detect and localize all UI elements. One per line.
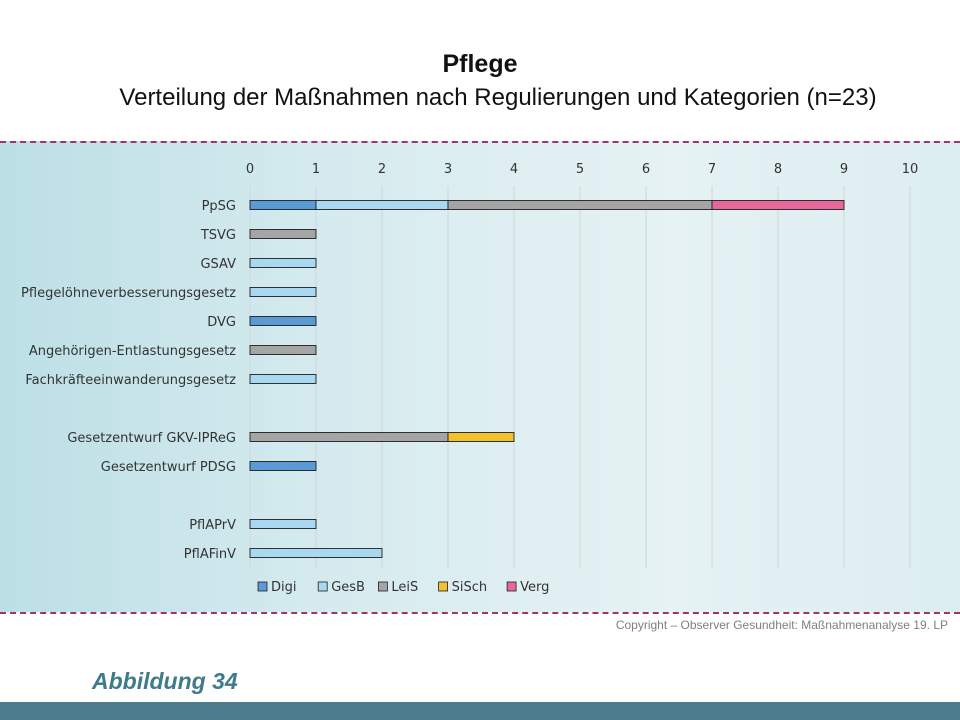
x-tick-label: 4 — [510, 162, 518, 177]
x-tick-label: 3 — [444, 162, 452, 177]
bar-segment-verg — [711, 200, 845, 210]
legend-label: GesB — [331, 580, 365, 595]
bar-segment-digi — [249, 316, 317, 326]
bar-segment-leis — [249, 432, 449, 442]
x-tick-label: 5 — [576, 162, 584, 177]
category-label: Fachkräfteeinwanderungsgesetz — [25, 373, 236, 388]
bar-segment-leis — [249, 345, 317, 355]
legend-swatch-leis — [377, 581, 388, 592]
figure-label: Abbildung 34 — [92, 668, 238, 694]
bar-segment-leis — [447, 200, 713, 210]
chart-title: Pflege — [442, 50, 518, 78]
category-label: TSVG — [200, 228, 236, 243]
footer-bar — [0, 702, 960, 720]
legend-swatch-verg — [506, 581, 517, 592]
category-label: Gesetzentwurf GKV-IPReG — [67, 431, 236, 446]
bar-segment-leis — [249, 229, 317, 239]
bar-segment-gesb — [249, 258, 317, 268]
bar-segment-gesb — [249, 374, 317, 384]
legend-label: SiSch — [452, 580, 488, 595]
bar-segment-gesb — [249, 548, 383, 558]
legend-swatch-digi — [257, 581, 268, 592]
x-tick-label: 0 — [246, 162, 254, 177]
category-label: Gesetzentwurf PDSG — [101, 460, 236, 475]
x-tick-label: 7 — [708, 162, 716, 177]
category-label: PpSG — [202, 199, 236, 214]
category-label: Pflegelöhneverbesserungsgesetz — [21, 286, 236, 301]
category-label: PflAFinV — [184, 547, 236, 562]
x-tick-label: 8 — [774, 162, 782, 177]
bar-segment-gesb — [315, 200, 449, 210]
copyright-note: Copyright – Observer Gesundheit: Maßnahm… — [615, 618, 948, 632]
category-label: PflAPrV — [189, 518, 236, 533]
bar-segment-gesb — [249, 287, 317, 297]
category-label: GSAV — [200, 257, 236, 272]
bar-segment-gesb — [249, 519, 317, 529]
bar-segment-digi — [249, 461, 317, 471]
top-dashed-divider — [0, 141, 960, 143]
x-tick-label: 2 — [378, 162, 386, 177]
x-tick-label: 9 — [840, 162, 848, 177]
x-tick-label: 6 — [642, 162, 650, 177]
x-tick-label: 10 — [902, 162, 919, 177]
category-label: DVG — [207, 315, 236, 330]
bar-segment-sisch — [447, 432, 515, 442]
legend-swatch-sisch — [438, 581, 449, 592]
legend-label: Verg — [520, 580, 549, 595]
legend-swatch-gesb — [317, 581, 328, 592]
bottom-dashed-divider — [0, 612, 960, 614]
legend-label: Digi — [271, 580, 297, 595]
x-tick-label: 1 — [312, 162, 320, 177]
category-label: Angehörigen-Entlastungsgesetz — [29, 344, 236, 359]
bar-segment-digi — [249, 200, 317, 210]
chart-subtitle: Verteilung der Maßnahmen nach Regulierun… — [119, 84, 877, 111]
legend-label: LeiS — [391, 580, 418, 595]
chart-panel — [0, 141, 960, 612]
